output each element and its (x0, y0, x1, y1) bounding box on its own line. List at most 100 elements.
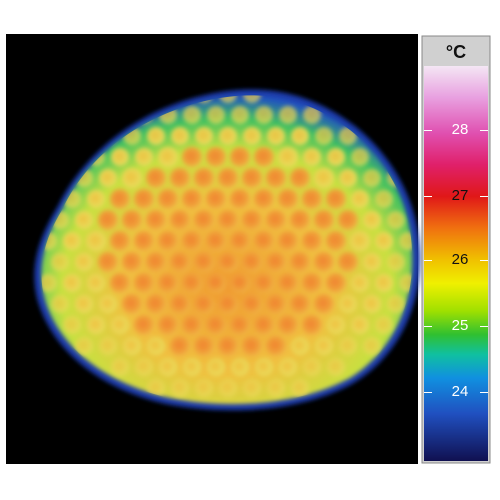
thermal-cell (279, 358, 297, 376)
colorbar-tick-label: 28 (451, 121, 469, 138)
thermal-cell (147, 337, 165, 355)
thermal-cell (363, 295, 381, 313)
thermal-cell (218, 210, 238, 230)
thermal-cell (338, 252, 358, 272)
colorbar-tick-mark (480, 260, 488, 261)
thermal-cell (219, 95, 237, 103)
colorbar-tick-mark (424, 130, 432, 131)
thermal-cell (170, 252, 190, 272)
thermal-cell (375, 316, 393, 334)
thermal-cell (111, 316, 129, 334)
thermal-cell (327, 316, 345, 334)
thermal-cell (219, 127, 237, 145)
thermal-cell (170, 294, 190, 314)
thermal-cell (182, 147, 202, 167)
thermal-cell (158, 231, 178, 251)
thermal-cell (242, 168, 262, 188)
thermal-cell (182, 315, 202, 335)
thermal-cell (218, 294, 238, 314)
colorbar-tick-mark (480, 130, 488, 131)
thermal-cell (243, 95, 261, 103)
thermal-cell (207, 358, 225, 376)
thermal-cell (242, 210, 262, 230)
thermal-cell (387, 211, 405, 229)
thermal-cell (63, 232, 81, 250)
thermal-cell (86, 231, 106, 251)
thermal-cell (363, 337, 381, 355)
thermal-cell (41, 274, 57, 292)
colorbar-tick-mark (424, 326, 432, 327)
thermal-cell (230, 147, 250, 167)
thermal-cell (170, 210, 190, 230)
thermal-cell (194, 336, 214, 356)
thermal-cell (230, 315, 250, 335)
thermal-cell (182, 273, 202, 293)
thermal-cell (302, 315, 322, 335)
thermal-cell (363, 211, 381, 229)
thermal-cell (63, 316, 81, 334)
thermal-cell (339, 169, 357, 187)
thermal-cell (183, 358, 201, 376)
thermal-cell (206, 231, 226, 251)
thermal-cell (326, 231, 346, 251)
thermal-cell (351, 316, 369, 334)
thermal-cell (87, 316, 105, 334)
thermal-cell (339, 337, 357, 355)
thermal-cell (147, 127, 165, 145)
thermal-cell (290, 168, 310, 188)
thermal-cell (231, 358, 249, 376)
thermal-cell (122, 168, 142, 188)
thermal-cell (135, 358, 153, 376)
thermal-cell (194, 210, 214, 230)
thermal-cell (314, 294, 334, 314)
thermal-cell (363, 253, 381, 271)
thermal-cell (75, 295, 93, 313)
thermal-cell (387, 295, 405, 313)
thermal-cell (134, 189, 154, 209)
thermal-cell (218, 336, 238, 356)
thermal-cell (158, 315, 178, 335)
thermal-cell (206, 147, 226, 167)
thermal-cell (387, 253, 405, 271)
thermal-cell (291, 127, 309, 145)
thermal-cell (255, 106, 273, 124)
thermal-cell (339, 295, 357, 313)
thermal-cell (254, 147, 274, 167)
thermal-cell (303, 148, 321, 166)
thermal-cell (230, 231, 250, 251)
thermal-cell (302, 273, 322, 293)
thermal-cell (255, 358, 273, 376)
thermal-cell (134, 315, 154, 335)
thermal-cell (218, 252, 238, 272)
thermal-cell (158, 273, 178, 293)
colorbar-tick-label: 25 (451, 317, 469, 334)
colorbar-tick-mark (424, 260, 432, 261)
thermal-cell (230, 273, 250, 293)
thermal-cell (122, 252, 142, 272)
thermal-cell (134, 231, 154, 251)
thermal-cell (51, 295, 69, 313)
thermal-cell (266, 210, 286, 230)
thermal-cell (110, 231, 130, 251)
colorbar-tick-mark (480, 196, 488, 197)
colorbar-gradient (424, 66, 488, 461)
thermal-cell (206, 273, 226, 293)
thermal-cell (158, 189, 178, 209)
thermal-cell (146, 294, 166, 314)
thermal-cell (375, 232, 393, 250)
thermal-cell (242, 252, 262, 272)
thermal-cell (207, 106, 225, 124)
thermal-cell (266, 294, 286, 314)
thermal-cell (266, 252, 286, 272)
thermal-cell (327, 358, 345, 376)
thermal-cell (51, 253, 69, 271)
thermal-cell (75, 211, 93, 229)
thermal-cell (278, 189, 298, 209)
thermal-cell (159, 358, 177, 376)
thermal-cell (242, 294, 262, 314)
thermal-cell (278, 315, 298, 335)
thermal-cell (194, 252, 214, 272)
thermal-cell (278, 273, 298, 293)
thermal-cell (170, 336, 190, 356)
